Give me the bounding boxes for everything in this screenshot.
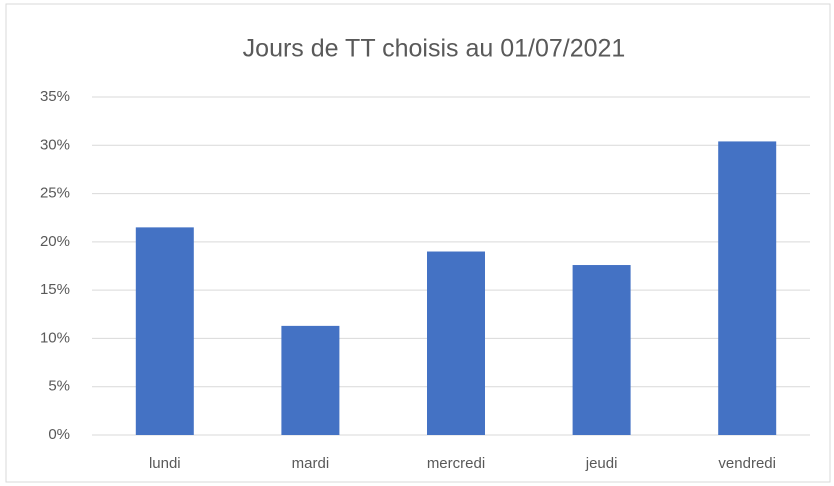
x-tick-label: vendredi xyxy=(718,455,776,472)
bar xyxy=(281,325,340,435)
y-tick-label: 15% xyxy=(40,281,70,298)
y-tick-label: 30% xyxy=(40,136,70,153)
bar xyxy=(718,141,777,435)
x-tick-label: mercredi xyxy=(427,455,485,472)
x-tick-label: lundi xyxy=(149,455,181,472)
y-tick-label: 35% xyxy=(40,88,70,105)
chart-title: Jours de TT choisis au 01/07/2021 xyxy=(243,35,626,63)
x-tick-label: mardi xyxy=(292,455,330,472)
x-tick-label: jeudi xyxy=(585,455,618,472)
y-tick-label: 0% xyxy=(48,426,70,443)
chart-frame xyxy=(5,3,831,483)
bar xyxy=(135,227,194,435)
y-tick-label: 5% xyxy=(48,378,70,395)
bar xyxy=(572,265,631,435)
bar xyxy=(427,251,485,435)
y-tick-label: 20% xyxy=(40,233,70,250)
y-tick-label: 10% xyxy=(40,329,70,346)
y-tick-label: 25% xyxy=(40,185,70,202)
